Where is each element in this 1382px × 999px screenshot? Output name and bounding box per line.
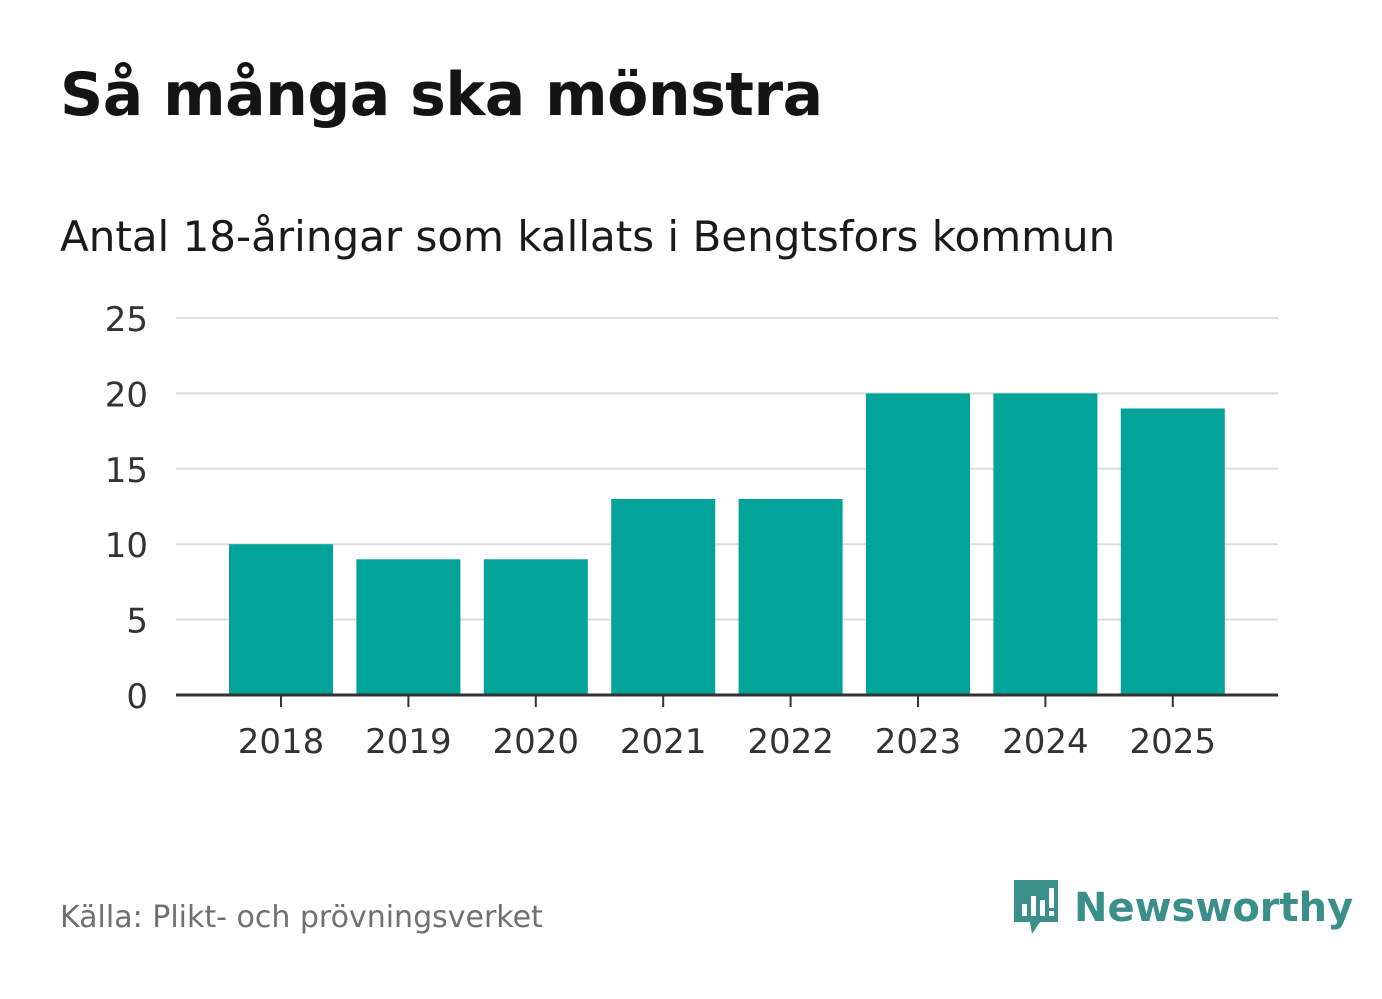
y-tick-label: 25 [105, 300, 148, 340]
x-tick-label: 2023 [875, 722, 962, 762]
brand-name: Newsworthy [1074, 885, 1354, 931]
y-tick-label: 15 [105, 451, 148, 491]
x-tick-label: 2018 [238, 722, 325, 762]
y-tick-label: 20 [105, 375, 148, 415]
chart-subtitle: Antal 18-åringar som kallats i Bengtsfor… [60, 212, 1116, 261]
bar-2020 [483, 559, 588, 695]
bar-2019 [356, 559, 461, 695]
bar-2021 [611, 498, 716, 695]
bars [229, 393, 1225, 695]
x-tick-label: 2021 [620, 722, 707, 762]
y-tick-label: 10 [105, 526, 148, 566]
bar-2022 [738, 498, 843, 695]
x-tick-label: 2020 [493, 722, 580, 762]
chart-title: Så många ska mönstra [60, 60, 823, 130]
source-note: Källa: Plikt- och prövningsverket [60, 900, 543, 935]
y-tick-label: 5 [126, 602, 148, 642]
x-tick-label: 2022 [747, 722, 834, 762]
bar-2018 [229, 544, 333, 695]
bar-2025 [1120, 408, 1225, 695]
gridlines [176, 317, 1278, 621]
x-tick-label: 2025 [1130, 722, 1217, 762]
bar-2024 [993, 393, 1098, 695]
x-tick-label: 2024 [1002, 722, 1089, 762]
newsworthy-logo-icon [1014, 880, 1058, 934]
bar-2023 [866, 393, 970, 695]
x-tick-label: 2019 [365, 722, 452, 762]
brand-logo: Newsworthy [1010, 878, 1353, 938]
y-tick-label: 0 [126, 677, 148, 717]
